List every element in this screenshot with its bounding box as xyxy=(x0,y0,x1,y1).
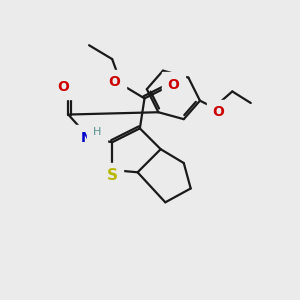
Text: S: S xyxy=(107,168,118,183)
Text: O: O xyxy=(109,75,120,89)
Text: O: O xyxy=(167,77,179,92)
Text: N: N xyxy=(81,130,93,145)
Text: O: O xyxy=(58,80,70,94)
Text: O: O xyxy=(212,105,224,119)
Text: H: H xyxy=(93,127,101,137)
